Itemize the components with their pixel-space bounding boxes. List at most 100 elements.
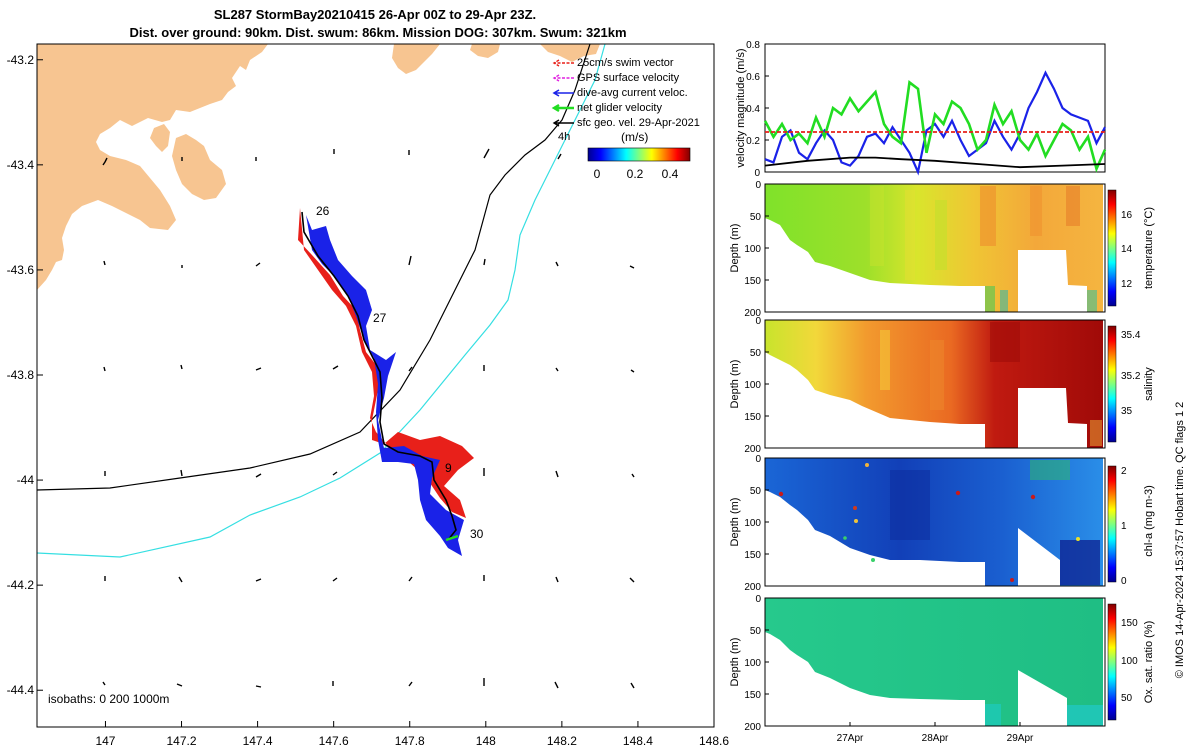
map-y-tick-label: -44.2 [7,578,35,592]
depth-axis-label: Depth (m) [729,638,741,687]
depth-axis-label: Depth (m) [729,224,741,273]
velocity-y-ticks: 0 0.2 0.4 0.6 0.8 [746,40,769,179]
depth-tick-label: 50 [750,626,762,637]
track-line [301,211,457,541]
depth-tick-label: 100 [744,518,761,529]
depth-tick-label: 200 [744,308,761,319]
colorbar-tick-1: 0.2 [627,167,644,181]
magenta-arrow-icon [552,74,574,82]
temperature-field [765,184,1103,312]
map-y-tick-label: -44 [17,473,35,487]
salinity-colorbar [1107,325,1117,443]
colorbar-tick-2: 0.4 [662,167,679,181]
legend-label-gps-velocity: GPS surface velocity [577,72,680,84]
title-line-1: SL287 StormBay20210415 26-Apr 00Z to 29-… [214,7,536,22]
depth-tick-label: 50 [750,348,762,359]
time-tick-label: 27Apr [837,733,864,744]
velocity-series-line-0 [764,70,1106,176]
oxygen-colorbar [1107,603,1117,721]
depth-axis-label: Depth (m) [729,498,741,547]
chlorophyll-cbar-tick-1: 1 [1121,521,1127,532]
chlorophyll-cbar-tick-0: 0 [1121,576,1127,587]
legend-item-net-glider: net glider velocity [551,102,662,114]
map-y-ticks: -43.2 -43.4 -43.6 -43.8 -44 -44.2 -44.4 [7,53,43,697]
map-panel: 26 27 9 30 isobaths: 0 200 1000m 147 147.… [7,43,729,748]
isobath-1000m [37,44,606,558]
green-arrow-icon [551,103,574,113]
depth-tick-label: 0 [755,454,761,465]
map-y-tick-label: -43.2 [7,53,35,67]
legend-item-dive-avg: dive-avg current veloc. [552,87,688,99]
oxygen-cbar-label: Ox. sat. ratio (%) [1143,621,1155,704]
legend-item-sfc-geo: sfc geo. vel. 29-Apr-2021 [552,117,700,129]
day-label-30: 30 [470,527,484,541]
oxygen-cbar-tick-50: 50 [1121,693,1133,704]
chlorophyll-panel: 2 1 0 chl-a (mg m-3) [764,457,1155,587]
oxygen-cbar-tick-150: 150 [1121,618,1138,629]
oxygen-field [765,598,1103,726]
depth-tick-label: 50 [750,486,762,497]
legend-label-swim-vector: 25cm/s swim vector [577,57,674,69]
map-x-tick-label: 147.4 [243,734,273,748]
oxygen-cbar-tick-100: 100 [1121,656,1138,667]
depth-tick-label: 0 [755,316,761,327]
map-x-tick-label: 147.8 [395,734,425,748]
title-line-2: Dist. over ground: 90km. Dist. swum: 86k… [129,25,626,40]
chlorophyll-cbar-tick-2: 2 [1121,466,1127,477]
salinity-cbar-tick-35: 35 [1121,406,1133,417]
map-x-tick-label: 147 [95,734,115,748]
net-velocity-segment [445,534,459,542]
day-label-26: 26 [316,204,330,218]
chlorophyll-colorbar [1107,465,1117,583]
velocity-y-tick-label: 0.6 [746,72,760,83]
day-label-29: 9 [445,461,452,475]
depth-tick-label: 200 [744,582,761,593]
map-y-tick-label: -43.6 [7,263,35,277]
colorbar-tick-0: 0 [594,167,601,181]
legend-label-net-glider: net glider velocity [577,102,662,114]
map-x-ticks: 147 147.2 147.4 147.6 147.8 148 148.2 148.4 148.… [95,721,729,748]
chlorophyll-texture [778,460,1100,585]
oxygen-panel: 150 100 50 Ox. sat. ratio (%) 27Apr 28Apr… [764,597,1155,744]
time-tick-label: 28Apr [922,733,949,744]
map-legend: 25cm/s swim vector GPS surface velocity … [551,57,700,181]
temperature-cbar-tick-16: 16 [1121,210,1133,221]
map-x-tick-label: 148.2 [547,734,577,748]
velocity-ylabel: velocity magnitude (m/s) [735,48,747,167]
depth-tick-label: 0 [755,180,761,191]
depth-tick-label: 150 [744,550,761,561]
depth-tick-label: 150 [744,690,761,701]
velocity-series [763,70,1107,176]
salinity-texture [880,322,1102,446]
depth-tick-label: 200 [744,444,761,455]
map-x-tick-label: 148.6 [699,734,729,748]
temperature-cbar-tick-14: 14 [1121,244,1133,255]
red-arrow-icon [552,59,574,67]
velocity-y-tick-label: 0.2 [746,136,760,147]
depth-tick-label: 50 [750,212,762,223]
temperature-colorbar [1107,189,1117,307]
isobath-200m [37,44,591,491]
current-vector-fan [306,215,464,556]
depth-tick-label: 100 [744,244,761,255]
oxygen-texture [985,704,1103,726]
temperature-cbar-tick-12: 12 [1121,279,1133,290]
depth-tick-label: 150 [744,412,761,423]
day-label-27: 27 [373,311,387,325]
temperature-cbar-label: temperature (°C) [1143,207,1155,289]
velocity-y-tick-label: 0 [754,168,760,179]
velocity-y-tick-label: 0.8 [746,40,760,51]
colorbar-title: (m/s) [621,130,648,144]
isobath-note: isobaths: 0 200 1000m [48,692,169,706]
legend-item-swim-vector: 25cm/s swim vector [552,57,674,69]
velocity-y-tick-label: 0.4 [746,104,760,115]
map-y-tick-label: -43.4 [7,158,35,172]
glider-track [298,208,474,556]
map-x-tick-label: 147.2 [167,734,197,748]
swim-vector-fan [298,208,474,518]
salinity-cbar-tick-35-4: 35.4 [1121,330,1141,341]
salinity-panel: 35.4 35.2 35 salinity [764,319,1155,449]
land-schouten-island [470,44,500,58]
velocity-series-line-2 [764,156,1106,169]
black-arrow-icon [552,119,574,127]
